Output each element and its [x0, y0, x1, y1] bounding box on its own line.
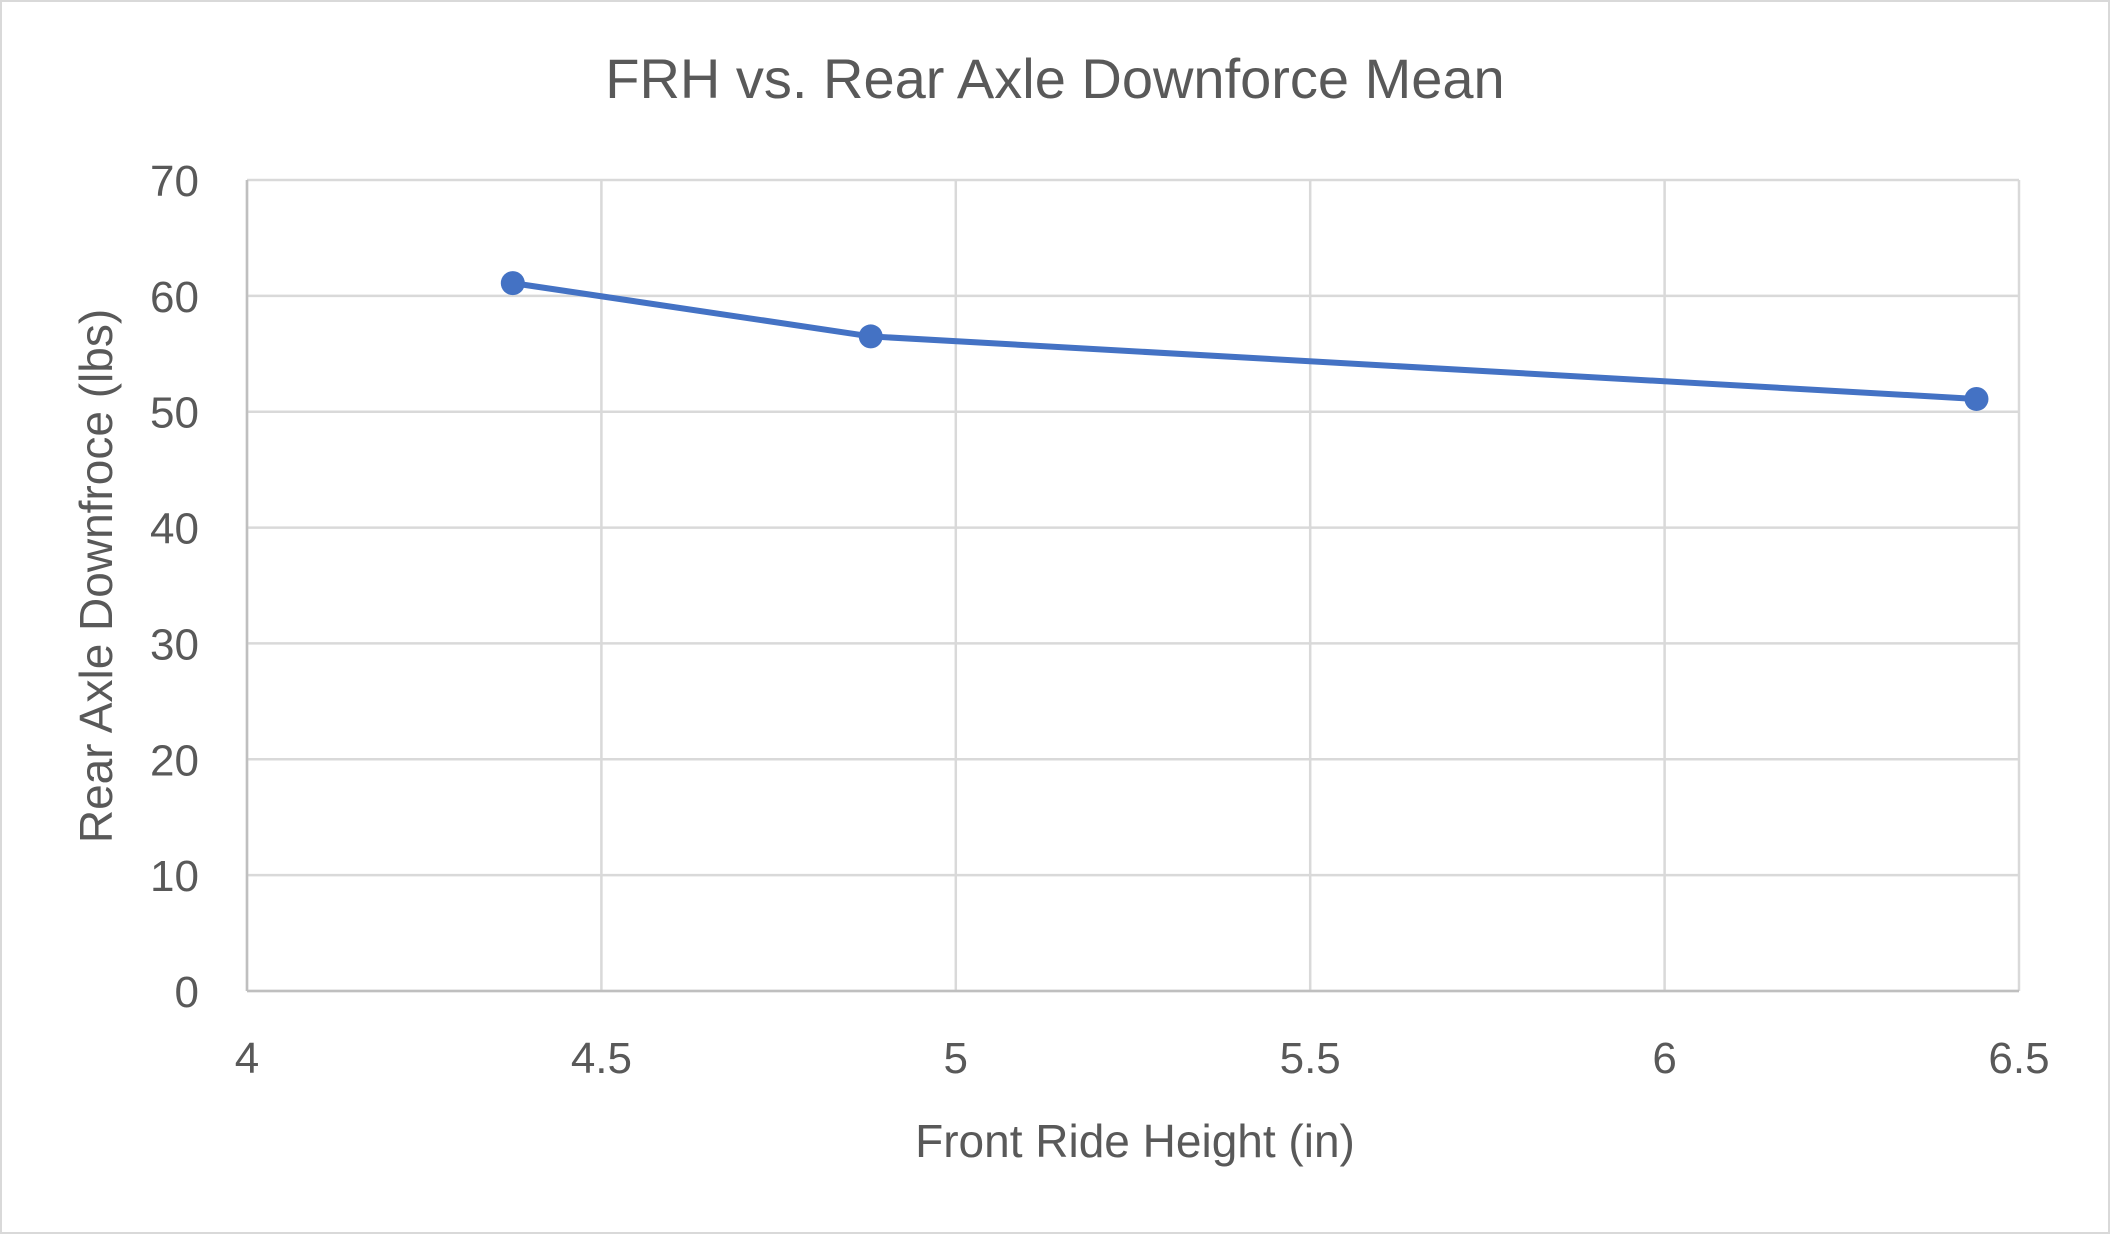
data-series: [500, 271, 1989, 411]
chart-title: FRH vs. Rear Axle Downforce Mean: [605, 47, 1504, 110]
x-tick-label: 6.5: [1988, 1034, 2049, 1083]
x-tick-label: 5: [944, 1034, 968, 1083]
y-tick-label: 20: [150, 736, 199, 785]
series-line-0: [509, 280, 1980, 402]
data-point-0-2: [1964, 386, 1989, 411]
y-tick-label: 40: [150, 505, 199, 554]
y-tick-label: 70: [150, 157, 199, 206]
data-point-0-1: [858, 324, 883, 349]
x-axis-title: Front Ride Height (in): [915, 1115, 1355, 1167]
axes: [245, 180, 2019, 993]
y-tick-label: 60: [150, 273, 199, 322]
y-tick-label: 50: [150, 389, 199, 438]
y-tick-label: 30: [150, 620, 199, 669]
y-axis-title: Rear Axle Downfroce (lbs): [70, 309, 122, 843]
y-tick-label: 10: [150, 852, 199, 901]
x-tick-label: 5.5: [1280, 1034, 1341, 1083]
grid-lines: [245, 178, 2021, 993]
x-tick-label: 4.5: [571, 1034, 632, 1083]
tick-labels: 0 10 20 30 40 50 60 70 4 4.5 5 5.5 6 6.5: [150, 157, 2050, 1083]
x-tick-label: 4: [235, 1034, 259, 1083]
data-point-0-0: [500, 271, 525, 296]
y-tick-label: 0: [175, 968, 199, 1017]
x-tick-label: 6: [1652, 1034, 1676, 1083]
